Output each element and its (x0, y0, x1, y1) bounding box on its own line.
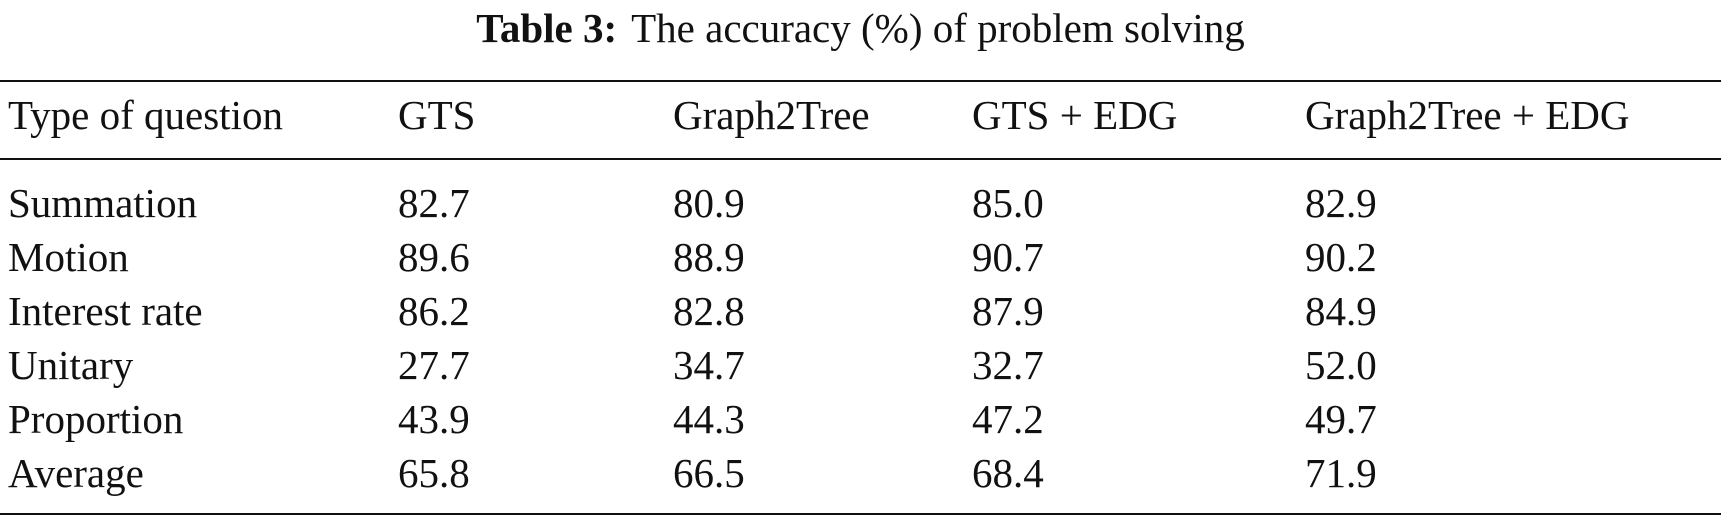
header-graph2tree-edg: Graph2Tree + EDG (1305, 92, 1630, 138)
row-label: Summation (8, 180, 198, 226)
cell-gts-edg: 68.4 (972, 450, 1044, 496)
cell-graph2tree: 44.3 (673, 396, 745, 442)
table-row: Proportion 43.9 44.3 47.2 49.7 (0, 392, 1721, 446)
cell-gts-edg: 90.7 (972, 234, 1044, 280)
table-row: Interest rate 86.2 82.8 87.9 84.9 (0, 284, 1721, 338)
cell-gts: 65.8 (398, 450, 470, 496)
cell-graph2tree-edg: 52.0 (1305, 342, 1377, 388)
cell-gts: 82.7 (398, 180, 470, 226)
cell-gts-edg: 87.9 (972, 288, 1044, 334)
row-label: Average (8, 450, 144, 496)
cell-graph2tree: 80.9 (673, 180, 745, 226)
table-caption-label: Table 3: (476, 5, 618, 51)
cell-gts-edg: 32.7 (972, 342, 1044, 388)
table-row: Unitary 27.7 34.7 32.7 52.0 (0, 338, 1721, 392)
row-label: Interest rate (8, 288, 203, 334)
header-graph2tree: Graph2Tree (673, 92, 870, 138)
table-caption: Table 3: The accuracy (%) of problem solv… (0, 2, 1721, 54)
cell-graph2tree: 34.7 (673, 342, 745, 388)
table-row: Summation 82.7 80.9 85.0 82.9 (0, 176, 1721, 230)
table-row: Motion 89.6 88.9 90.7 90.2 (0, 230, 1721, 284)
table-top-rule (0, 80, 1721, 82)
cell-gts: 27.7 (398, 342, 470, 388)
cell-gts-edg: 85.0 (972, 180, 1044, 226)
table-row: Average 65.8 66.5 68.4 71.9 (0, 446, 1721, 500)
table-bottom-rule (0, 513, 1721, 515)
cell-gts: 43.9 (398, 396, 470, 442)
cell-graph2tree: 82.8 (673, 288, 745, 334)
header-gts-edg: GTS + EDG (972, 92, 1178, 138)
cell-graph2tree: 88.9 (673, 234, 745, 280)
cell-graph2tree-edg: 71.9 (1305, 450, 1377, 496)
cell-graph2tree-edg: 90.2 (1305, 234, 1377, 280)
cell-graph2tree-edg: 49.7 (1305, 396, 1377, 442)
row-label: Proportion (8, 396, 184, 442)
cell-gts: 89.6 (398, 234, 470, 280)
header-type-of-question: Type of question (8, 92, 283, 138)
cell-gts-edg: 47.2 (972, 396, 1044, 442)
table-caption-text: The accuracy (%) of problem solving (631, 5, 1245, 51)
cell-graph2tree-edg: 84.9 (1305, 288, 1377, 334)
header-gts: GTS (398, 92, 476, 138)
table-header-rule (0, 158, 1721, 160)
row-label: Unitary (8, 342, 134, 388)
row-label: Motion (8, 234, 129, 280)
table-header-row: Type of question GTS Graph2Tree GTS + ED… (0, 88, 1721, 142)
cell-gts: 86.2 (398, 288, 470, 334)
cell-graph2tree: 66.5 (673, 450, 745, 496)
cell-graph2tree-edg: 82.9 (1305, 180, 1377, 226)
